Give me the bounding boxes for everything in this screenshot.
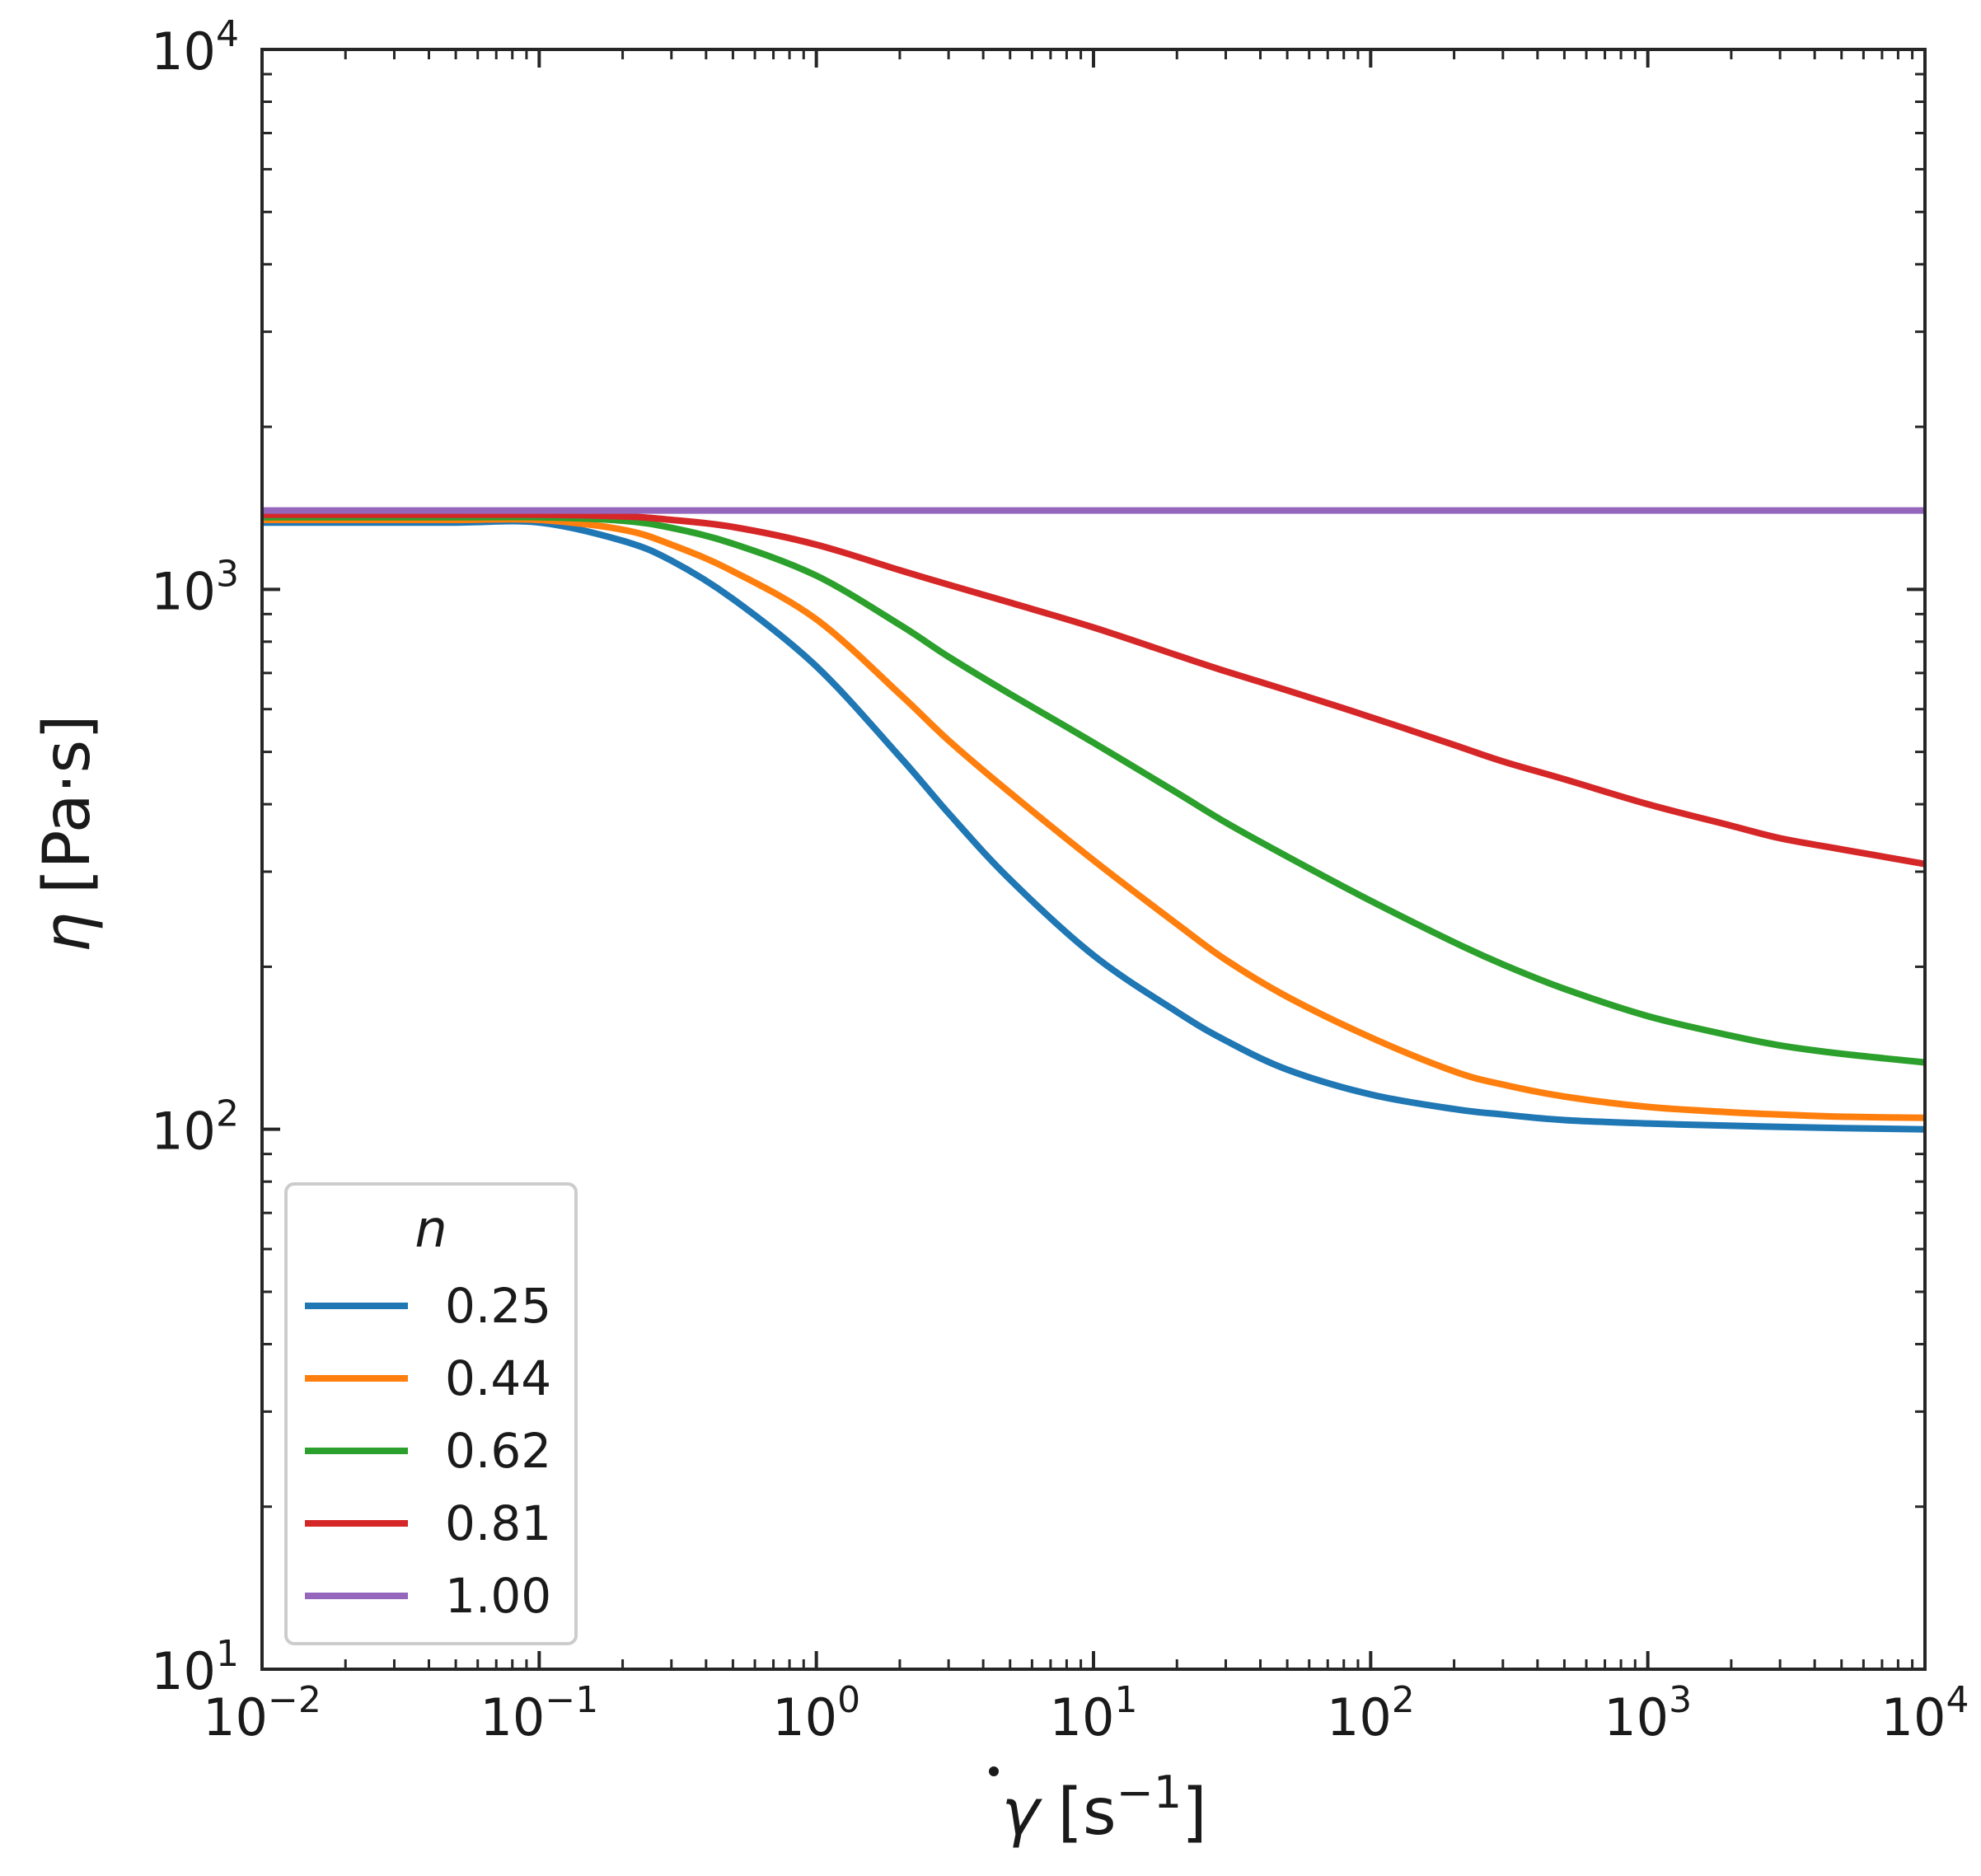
x-tick-label-base: 10 [480, 1687, 545, 1747]
plot-area-frame [260, 48, 1927, 1671]
x-tick-label-base: 10 [203, 1687, 268, 1747]
series-lines [261, 507, 1926, 1133]
y-tick-label-exponent: 3 [216, 553, 239, 595]
y-tick-label-base: 10 [151, 1641, 216, 1701]
y-axis-unit: [Pa·s] [30, 714, 105, 894]
y-axis-title: η [Pa·s] [30, 714, 105, 952]
y-axis-title-text: η [Pa·s] [30, 714, 105, 952]
y-tick-label-base: 10 [151, 1102, 216, 1162]
legend-label-n-0.44: 0.44 [445, 1350, 551, 1406]
legend-label-n-1.00: 1.00 [445, 1568, 551, 1624]
y-tick-label-exponent: 1 [216, 1633, 239, 1675]
x-tick-label-base: 10 [772, 1687, 837, 1747]
x-tick-label-base: 10 [1327, 1687, 1392, 1747]
x-axis-unit-exponent: −1 [1117, 1766, 1183, 1818]
x-tick-labels: 10−2 10−1 100 101 102 103 104 [203, 1679, 1969, 1747]
y-tick-label-exponent: 2 [216, 1093, 239, 1135]
y-axis-symbol: η [30, 912, 105, 952]
x-tick-label-exponent: −2 [268, 1679, 321, 1721]
x-tick-label-exponent: −1 [545, 1679, 598, 1721]
x-axis-symbol-dot [989, 1766, 999, 1776]
x-tick-label-exponent: 4 [1946, 1679, 1969, 1721]
y-tick-label: 102 [151, 1093, 239, 1162]
legend-label-n-0.25: 0.25 [445, 1278, 551, 1334]
y-tick-label-exponent: 4 [216, 13, 239, 55]
x-tick-label: 102 [1327, 1679, 1415, 1747]
x-tick-label: 10−2 [203, 1679, 321, 1747]
legend-label-n-0.81: 0.81 [445, 1495, 551, 1551]
x-tick-label-exponent: 0 [837, 1679, 860, 1721]
x-tick-label: 101 [1050, 1679, 1138, 1747]
legend-label-n-0.62: 0.62 [445, 1423, 551, 1479]
x-tick-label-exponent: 3 [1669, 1679, 1692, 1721]
x-axis-unit-open: [s [1058, 1775, 1117, 1850]
y-tick-label-base: 10 [151, 561, 216, 621]
x-tick-label-exponent: 1 [1114, 1679, 1137, 1721]
x-tick-label: 103 [1604, 1679, 1692, 1747]
x-tick-label: 100 [772, 1679, 860, 1747]
x-tick-label-base: 10 [1881, 1687, 1946, 1747]
y-tick-label: 103 [151, 553, 239, 621]
y-tick-label-base: 10 [151, 21, 216, 82]
series-line-n-0.44 [261, 516, 1926, 1121]
series-line-n-0.81 [262, 511, 1926, 868]
x-axis-unit-close: ] [1182, 1775, 1206, 1850]
x-tick-label-base: 10 [1604, 1687, 1669, 1747]
series-line-n-0.25 [261, 517, 1926, 1133]
legend-title: n [414, 1199, 447, 1259]
x-tick-label-base: 10 [1050, 1687, 1115, 1747]
y-tick-label: 101 [151, 1633, 239, 1701]
x-tick-label: 104 [1881, 1679, 1969, 1747]
legend-box [284, 1182, 578, 1645]
x-axis-title: γ [s−1] [989, 1766, 1207, 1850]
y-tick-label: 104 [151, 13, 239, 82]
legend: n 0.25 0.44 0.62 0.81 1.00 [284, 1182, 578, 1645]
x-axis-symbol: γ [1001, 1775, 1042, 1850]
x-axis-title-text: γ [s−1] [1001, 1766, 1206, 1850]
x-tick-label: 10−1 [480, 1679, 598, 1747]
x-tick-label-exponent: 2 [1392, 1679, 1415, 1721]
